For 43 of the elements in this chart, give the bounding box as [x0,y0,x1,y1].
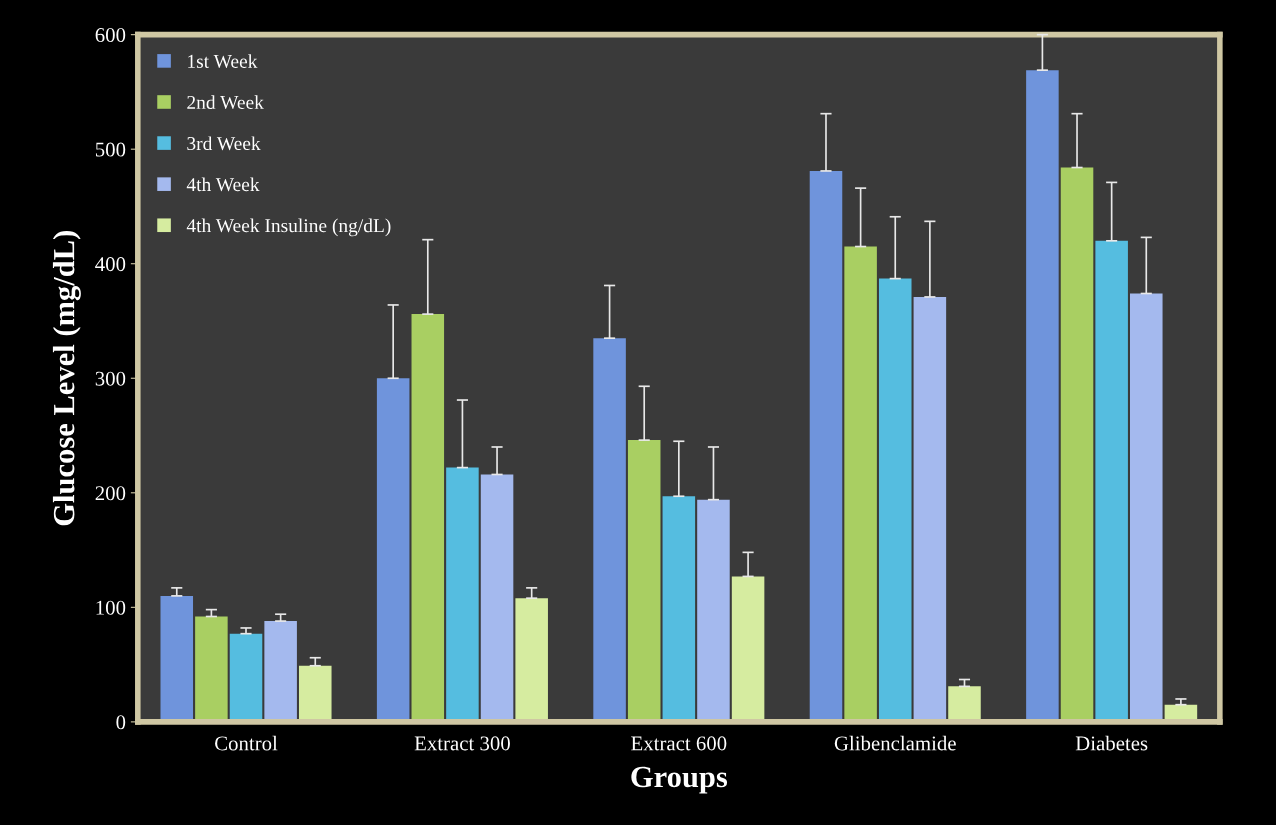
legend-label: 4th Week Insuline (ng/dL) [186,218,391,237]
x-tick-label: Glibenclamide [834,735,956,751]
bar [376,378,410,722]
bar [264,621,297,722]
y-tick-label: 600 [95,28,126,43]
bar [515,598,548,722]
y-axis-title: Glucose Level (mg/dL) [52,231,81,526]
bar [878,278,912,722]
legend-label: 1st Week [188,54,258,68]
bar [160,595,194,722]
bar [731,576,765,722]
bar [1095,240,1128,722]
bar [1026,70,1059,722]
bar [662,496,696,722]
legend-label: 2nd Week [187,95,264,110]
y-tick-label: 300 [95,371,126,386]
y-tick-label: 500 [95,142,126,157]
bar [480,474,514,722]
bar [1060,167,1094,722]
y-tick-label: 100 [96,600,126,615]
x-tick-label: Extract 600 [631,736,727,751]
bar [697,499,730,722]
bar [948,686,981,722]
bar [446,467,479,722]
bar [627,440,661,722]
bar [809,170,843,722]
bar [844,246,877,722]
y-tick-label: 200 [95,486,126,501]
x-tick-label: Diabetes [1075,735,1148,751]
legend-label: 4th Week [186,177,260,192]
bar [411,314,445,722]
x-tick-label: Extract 300 [414,736,510,751]
bar [593,338,626,722]
bar [229,633,263,722]
legend-label: 3rd Week [187,136,261,151]
y-tick-label: 0 [116,715,126,730]
bar [195,616,228,722]
x-tick-label: Control [215,735,278,751]
bar [913,296,947,722]
x-axis-title: Groups [631,766,728,794]
bar [1130,293,1163,722]
bar [298,665,332,722]
y-tick-label: 400 [95,257,126,272]
